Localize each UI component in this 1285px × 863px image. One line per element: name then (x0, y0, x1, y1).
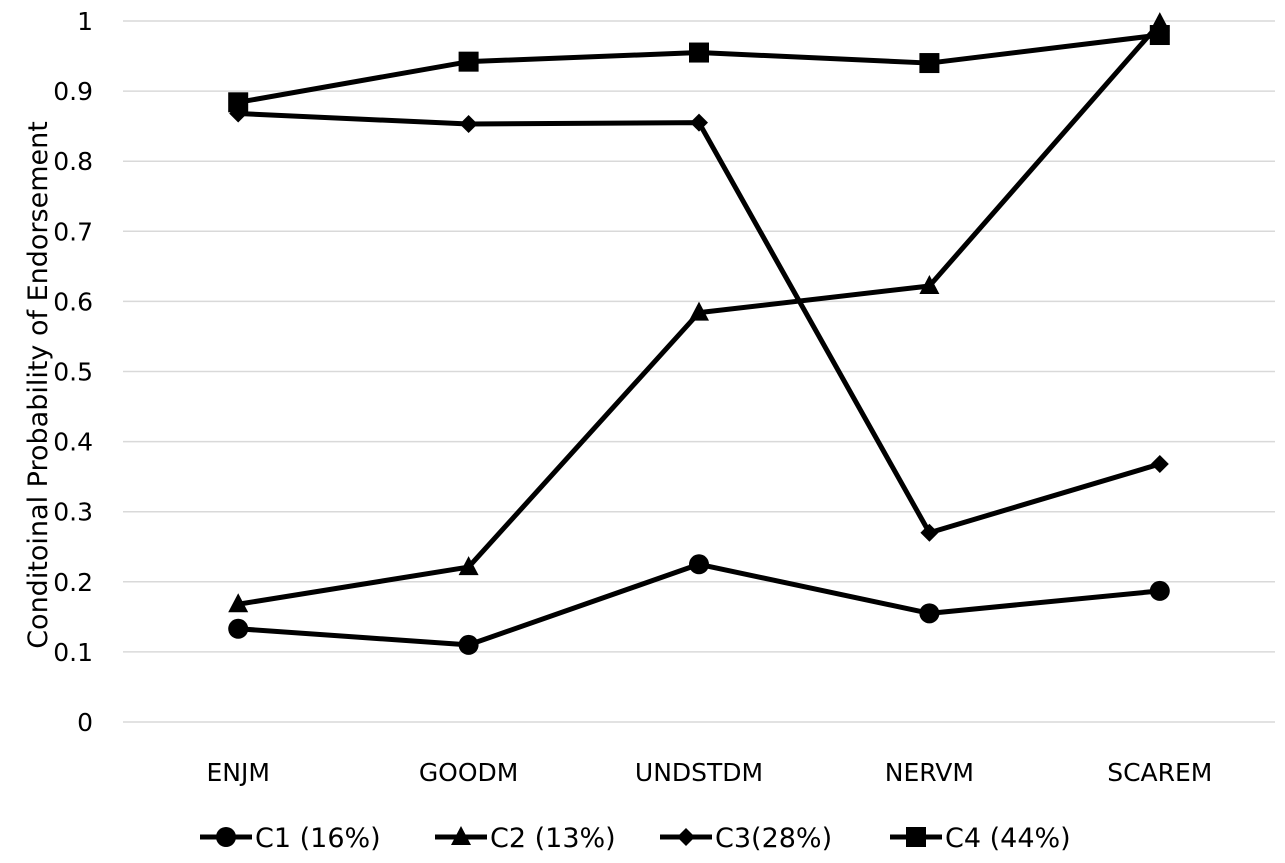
x-tick-label: NERVM (885, 758, 974, 787)
data-point (690, 113, 708, 132)
y-tick-label: 0.4 (53, 428, 93, 457)
gridlines (123, 20, 1275, 723)
y-tick-label: 0.1 (53, 638, 93, 667)
legend: C1 (16%) C2 (13%) C3(28%) C4 (44%) (200, 823, 1071, 854)
legend-item: C2 (13%) (435, 823, 616, 854)
series-line (238, 561, 1161, 648)
data-point (1149, 25, 1170, 46)
y-tick-label: 0 (77, 708, 93, 737)
x-tick-label: SCAREM (1107, 758, 1212, 787)
data-point (228, 593, 249, 613)
data-point (458, 51, 479, 72)
y-tick-label: 0.2 (53, 568, 93, 597)
data-point (1150, 455, 1169, 474)
y-tick-label: 0.3 (53, 498, 93, 527)
data-point (919, 274, 940, 294)
data-point (920, 523, 939, 542)
y-axis-ticks: 0 0.1 0.2 0.3 0.4 0.5 0.6 0.7 0.8 0.9 1 (53, 7, 93, 737)
legend-marker (906, 827, 926, 847)
y-axis-title: Conditoinal Probability of Endorsement (23, 121, 54, 649)
y-tick-label: 0.5 (53, 358, 93, 387)
data-point (919, 603, 940, 624)
legend-label: C3(28%) (715, 823, 832, 854)
series-group (228, 12, 1170, 655)
data-point (689, 42, 709, 63)
y-tick-label: 0.6 (53, 287, 93, 316)
series-3 (229, 104, 1169, 542)
data-point (228, 618, 249, 639)
legend-item: C4 (44%) (890, 823, 1071, 854)
data-point (1149, 580, 1170, 601)
data-point (228, 92, 249, 113)
legend-marker (451, 826, 471, 845)
legend-marker (216, 827, 236, 847)
data-point (458, 556, 479, 576)
series-4 (228, 25, 1170, 113)
x-axis-ticks: ENJM GOODM UNDSTDM NERVM SCAREM (206, 758, 1212, 787)
legend-label: C1 (16%) (255, 823, 381, 854)
y-tick-label: 0.8 (53, 147, 93, 176)
x-tick-label: GOODM (419, 758, 519, 787)
x-tick-label: ENJM (206, 758, 269, 787)
data-point (458, 634, 479, 655)
data-point (919, 53, 940, 74)
y-tick-label: 1 (77, 7, 93, 36)
data-point (689, 301, 709, 321)
data-point (689, 554, 709, 575)
legend-marker (677, 828, 695, 846)
series-1 (228, 554, 1170, 655)
legend-item: C3(28%) (660, 823, 832, 854)
data-point (459, 115, 478, 134)
y-tick-label: 0.9 (53, 77, 93, 106)
legend-label: C2 (13%) (490, 823, 616, 854)
legend-label: C4 (44%) (945, 823, 1071, 854)
x-tick-label: UNDSTDM (635, 758, 763, 787)
y-tick-label: 0.7 (53, 217, 93, 246)
legend-item: C1 (16%) (200, 823, 381, 854)
series-line (238, 111, 1161, 536)
series-2 (228, 12, 1170, 613)
